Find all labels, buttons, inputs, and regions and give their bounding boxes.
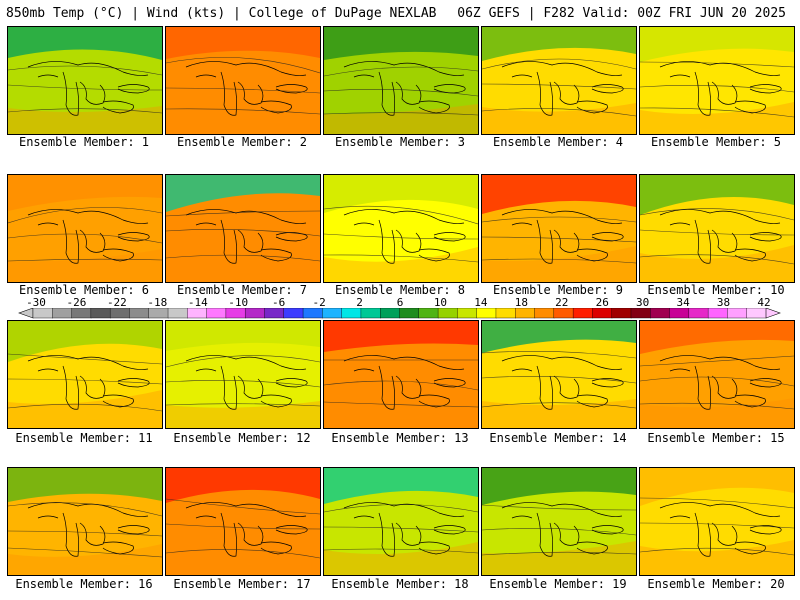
temperature-colorbar: -30 -26 -22 -18 -14 -10 -6 -2 2 6 10 14 18 22 26 30 34 38…	[0, 296, 800, 320]
colorbar-tick-label: -26	[66, 296, 87, 309]
ensemble-member-label: Ensemble Member: 14	[489, 431, 627, 445]
colorbar-tick-label: 38	[716, 296, 731, 309]
colorbar-tick-label: 34	[676, 296, 690, 309]
colorbar-tick-label: 2	[356, 296, 363, 309]
colorbar-tick-label: -6	[272, 296, 286, 309]
ensemble-member-label: Ensemble Member: 1	[18, 135, 150, 149]
ensemble-member-map	[165, 467, 321, 576]
colorbar-strip	[18, 308, 781, 319]
ensemble-member-map	[165, 320, 321, 429]
ensemble-member-label: Ensemble Member: 4	[492, 135, 624, 149]
ensemble-member-map	[323, 174, 479, 283]
colorbar-tick-label: 26	[595, 296, 609, 309]
ensemble-member-label: Ensemble Member: 12	[173, 431, 311, 445]
colorbar-tick-label: 22	[555, 296, 569, 309]
ensemble-member-map	[165, 26, 321, 135]
ensemble-member-map	[7, 26, 163, 135]
ensemble-member-label: Ensemble Member: 11	[15, 431, 153, 445]
colorbar-tick-label: -14	[187, 296, 208, 309]
ensemble-member-label: Ensemble Member: 17	[173, 577, 311, 591]
ensemble-member-map	[639, 26, 795, 135]
ensemble-member-label: Ensemble Member: 15	[647, 431, 785, 445]
ensemble-member-label: Ensemble Member: 8	[334, 283, 466, 297]
colorbar-tick-label: 18	[514, 296, 528, 309]
ensemble-member-map	[481, 174, 637, 283]
ensemble-member-label: Ensemble Member: 10	[647, 283, 785, 297]
colorbar-tick-label: -22	[106, 296, 127, 309]
colorbar-tick-label: -30	[26, 296, 46, 309]
ensemble-member-label: Ensemble Member: 20	[647, 577, 785, 591]
chart-title-right: 06Z GEFS | F282 Valid: 00Z FRI JUN 20 20…	[457, 6, 786, 21]
colorbar-tick-label: 6	[396, 296, 404, 309]
ensemble-member-map	[481, 26, 637, 135]
header: 850mb Temp (°C) | Wind (kts) | College o…	[0, 0, 800, 24]
colorbar-tick-label: 30	[636, 296, 650, 309]
ensemble-member-map	[481, 467, 637, 576]
ensemble-member-label: Ensemble Member: 18	[331, 577, 469, 591]
ensemble-member-label: Ensemble Member: 5	[650, 135, 782, 149]
colorbar-tick-label: -18	[147, 296, 168, 309]
ensemble-member-label: Ensemble Member: 13	[331, 431, 469, 445]
ensemble-member-map	[7, 467, 163, 576]
ensemble-member-map	[639, 467, 795, 576]
colorbar-tick-label: 10	[433, 296, 448, 309]
colorbar-tick-label: 42	[757, 296, 771, 309]
ensemble-member-label: Ensemble Member: 19	[489, 577, 627, 591]
ensemble-member-map	[7, 174, 163, 283]
chart-title-left: 850mb Temp (°C) | Wind (kts) | College o…	[6, 6, 437, 21]
ensemble-member-map	[323, 467, 479, 576]
ensemble-member-label: Ensemble Member: 9	[492, 283, 624, 297]
colorbar-tick-label: -10	[228, 296, 249, 309]
ensemble-member-label: Ensemble Member: 7	[176, 283, 308, 297]
colorbar-tick-label: 14	[474, 296, 488, 309]
ensemble-member-label: Ensemble Member: 3	[334, 135, 466, 149]
ensemble-member-label: Ensemble Member: 6	[18, 283, 150, 297]
ensemble-member-map	[323, 26, 479, 135]
ensemble-member-label: Ensemble Member: 2	[176, 135, 308, 149]
ensemble-member-map	[165, 174, 321, 283]
ensemble-member-map	[7, 320, 163, 429]
ensemble-member-map	[481, 320, 637, 429]
colorbar-tick-label: -2	[312, 296, 326, 309]
ensemble-member-map	[639, 320, 795, 429]
ensemble-member-map	[323, 320, 479, 429]
ensemble-member-label: Ensemble Member: 16	[15, 577, 153, 591]
ensemble-member-map	[639, 174, 795, 283]
